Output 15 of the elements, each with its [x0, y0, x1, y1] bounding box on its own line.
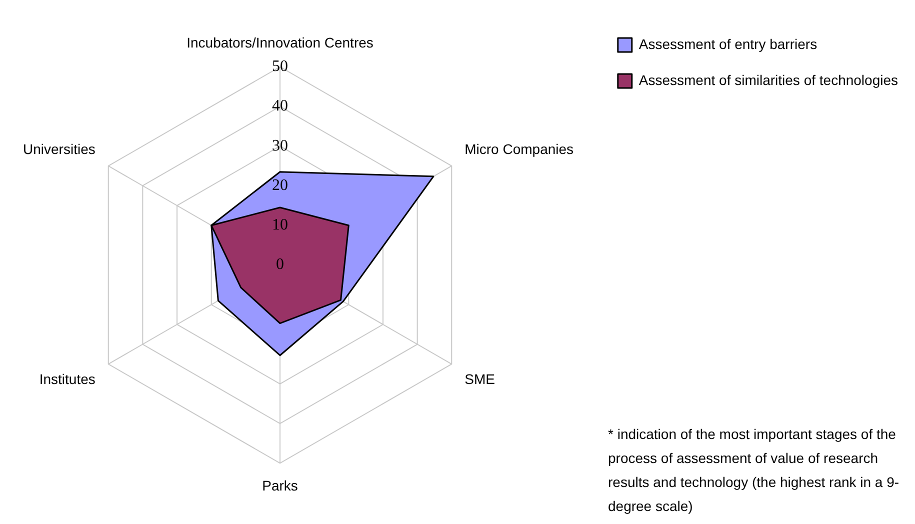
spoke-label: Universities: [23, 140, 96, 157]
spoke-label: Incubators/Innovation Centres: [186, 34, 374, 50]
y-tick-label: 0: [276, 256, 284, 274]
text: * indication of the most important stages of the process of assessment of value of research results and technology (the highest rank in a 9-degree scale): [608, 425, 900, 516]
y-tick-label: 40: [272, 98, 288, 115]
spoke-label: SME: [464, 370, 495, 387]
y-tick-label: 10: [272, 216, 288, 234]
y-tick-label: 20: [272, 176, 288, 194]
legend-label: Assessment of entry barriers: [638, 36, 818, 52]
spoke-label: Micro Companies: [464, 140, 574, 157]
y-tick-label: 30: [272, 137, 288, 154]
spoke-label: Parks: [262, 477, 298, 494]
y-tick-label: 50: [272, 58, 288, 76]
spoke-label: Institutes: [39, 370, 96, 387]
legend-label: Assessment of similarities of technologies: [638, 72, 898, 88]
